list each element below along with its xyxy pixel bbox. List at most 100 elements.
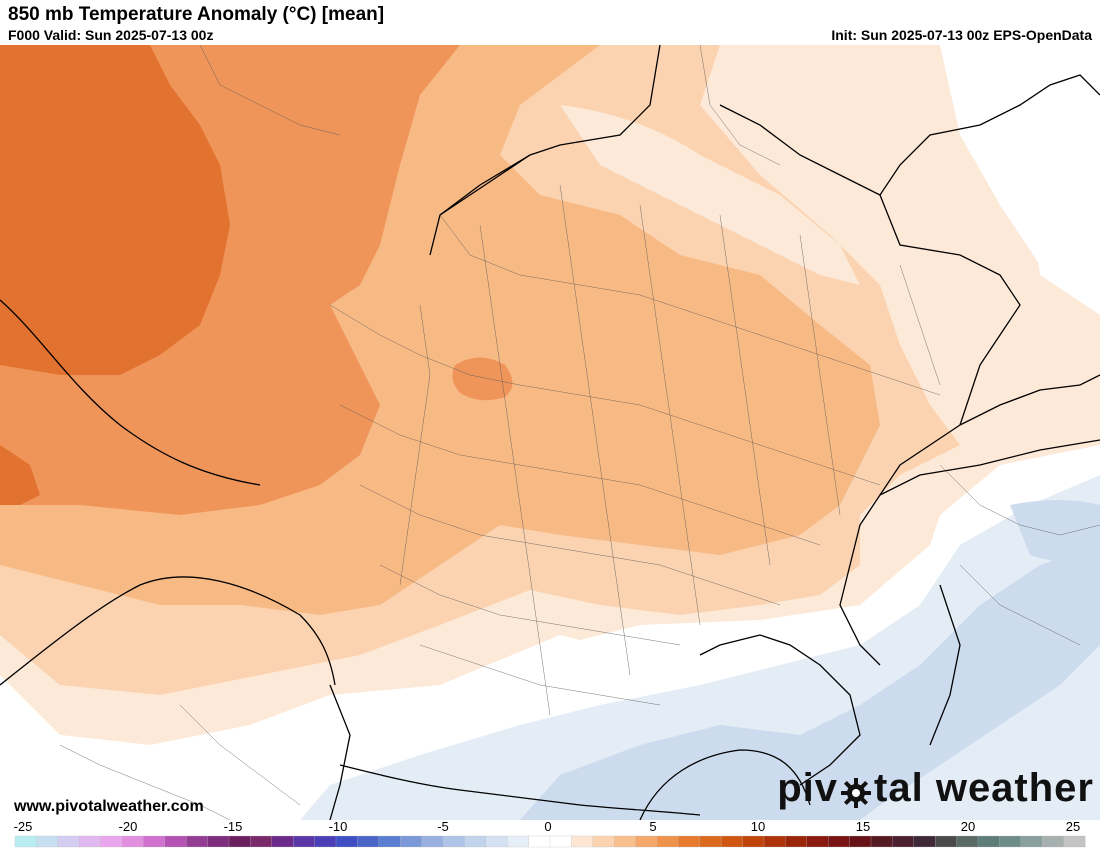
country-borders: [0, 45, 1100, 820]
colorbar-swatch: [228, 835, 251, 848]
border-mediterranean-coast: [699, 634, 861, 786]
border-italy: [839, 424, 961, 666]
colorbar-swatch: [485, 835, 508, 848]
admin-border: [199, 45, 341, 136]
colorbar-swatch: [507, 835, 530, 848]
colorbar-swatch: [186, 835, 209, 848]
colorbar-swatch: [635, 835, 658, 848]
site-url[interactable]: www.pivotalweather.com: [14, 798, 204, 815]
colorbar-swatch: [314, 835, 337, 848]
colorbar-swatch: [977, 835, 1000, 848]
border-alps-east: [929, 584, 961, 746]
colorbar-swatch: [763, 835, 786, 848]
anomaly-region-zero-south: [940, 45, 1100, 285]
colorbar-swatch: [121, 835, 144, 848]
colorbar-swatch: [79, 835, 102, 848]
init-time: Init: Sun 2025-07-13 00z EPS-OpenData: [831, 27, 1092, 43]
admin-border: [439, 214, 941, 396]
colorbar-swatch: [271, 835, 294, 848]
colorbar-swatch: [1063, 835, 1086, 848]
admin-border: [339, 404, 821, 546]
admin-border: [899, 264, 941, 386]
anomaly-region-4-5: [0, 45, 230, 375]
colorbar-swatch: [721, 835, 744, 848]
colorbar-swatch: [1020, 835, 1043, 848]
border-italy-south: [879, 439, 1100, 496]
colorbar-swatch: [956, 835, 979, 848]
colorbar-swatch: [335, 835, 358, 848]
colorbar-swatch: [421, 835, 444, 848]
colorbar-swatch: [164, 835, 187, 848]
colorbar-swatch: [742, 835, 765, 848]
colorbar-swatch: [293, 835, 316, 848]
colorbar-tick-label: 10: [751, 819, 765, 834]
border-spain: [329, 684, 351, 820]
colorbar-swatch: [464, 835, 487, 848]
admin-borders: [59, 45, 1100, 820]
colorbar-swatch: [549, 835, 572, 848]
colorbar-swatch: [678, 835, 701, 848]
admin-border: [559, 184, 631, 676]
colorbar-swatch: [100, 835, 123, 848]
border-belgium: [719, 104, 1021, 426]
colorbar-tick-label: 20: [961, 819, 975, 834]
title: 850 mb Temperature Anomaly (°C) [mean]: [8, 4, 385, 25]
colorbar-swatch: [143, 835, 166, 848]
brand-logo: piv tal weather: [777, 766, 1094, 811]
colorbar-swatch: [378, 835, 401, 848]
border-gulf-lion: [639, 749, 811, 820]
admin-border: [799, 234, 841, 516]
border-switzerland: [959, 374, 1100, 426]
border-germany: [879, 74, 1100, 196]
colorbar-swatch: [935, 835, 958, 848]
anomaly-region-neg-1-2: [520, 545, 1100, 820]
colorbar-swatch: [36, 835, 59, 848]
colorbar-swatch: [656, 835, 679, 848]
admin-border: [59, 744, 231, 820]
admin-border: [359, 484, 781, 606]
colorbar-swatch: [357, 835, 380, 848]
colorbar-swatch: [999, 835, 1022, 848]
anomaly-region-0-1-ne: [560, 105, 860, 285]
colorbar-swatch: [207, 835, 230, 848]
admin-border: [719, 214, 771, 566]
colorbar-swatch: [528, 835, 551, 848]
anomaly-map[interactable]: [0, 45, 1100, 820]
admin-border: [419, 644, 661, 706]
admin-border: [379, 564, 681, 646]
colorbar-swatch: [250, 835, 273, 848]
admin-border: [939, 464, 1100, 536]
colorbar-tick-label: -5: [437, 819, 449, 834]
colorbar-swatch: [14, 835, 37, 848]
admin-border: [639, 204, 701, 626]
border-pyrenees: [339, 764, 701, 816]
colorbar-swatch: [828, 835, 851, 848]
anomaly-region-4-5-corner: [0, 445, 40, 505]
colorbar-tick-label: -20: [119, 819, 138, 834]
anomaly-region-3-4-center: [452, 357, 513, 401]
border-coastline-channel: [0, 299, 261, 486]
gear-icon: [839, 775, 873, 809]
colorbar-swatch: [1042, 835, 1065, 848]
colorbar-tick-label: -25: [14, 819, 33, 834]
brand-text-right: tal weather: [874, 766, 1094, 810]
border-north-coast: [439, 154, 531, 216]
colorbar-tick-label: 25: [1066, 819, 1080, 834]
colorbar-swatch: [806, 835, 829, 848]
admin-border: [959, 564, 1081, 646]
colorbar-tick-label: 0: [544, 819, 551, 834]
colorbar-swatch: [614, 835, 637, 848]
colorbar-tick-label: -15: [224, 819, 243, 834]
colorbar-swatch: [785, 835, 808, 848]
colorbar: -25 -20 -15 -10 -5 0 5 10 15 20 25: [14, 819, 1086, 848]
border-spain-coast: [0, 576, 336, 686]
admin-border: [329, 304, 881, 486]
admin-border: [399, 304, 431, 586]
colorbar-swatch: [57, 835, 80, 848]
colorbar-swatch: [913, 835, 936, 848]
colorbar-tick-label: -10: [329, 819, 348, 834]
colorbar-swatch: [442, 835, 465, 848]
colorbar-swatch: [400, 835, 423, 848]
colorbar-swatch: [571, 835, 594, 848]
colorbar-swatch: [870, 835, 893, 848]
